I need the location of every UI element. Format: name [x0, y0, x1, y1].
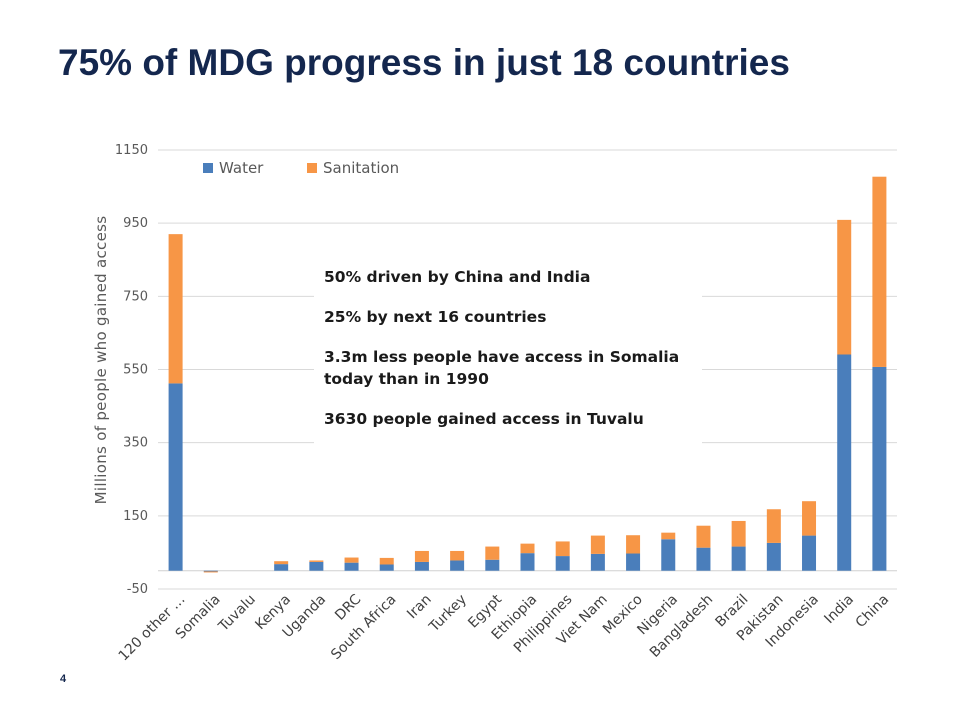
bar-sanitation-7	[414, 550, 429, 562]
bar-water-12	[590, 553, 605, 571]
bar-sanitation-20	[872, 176, 887, 367]
slide-title: 75% of MDG progress in just 18 countries	[58, 42, 790, 83]
legend-label: Water	[219, 159, 264, 177]
x-category-label: Tuvalu	[215, 592, 259, 636]
bar-water-6	[379, 564, 394, 571]
bar-water-13	[626, 553, 641, 571]
bar-sanitation-8	[450, 550, 465, 561]
bar-sanitation-5	[344, 557, 359, 563]
bar-sanitation-10	[520, 543, 535, 554]
x-category-label: South Africa	[328, 592, 399, 663]
x-category-label: Turkey	[426, 592, 470, 636]
legend: Water Sanitation	[203, 159, 399, 177]
bar-sanitation-1	[203, 571, 218, 573]
y-tick-label: 350	[123, 436, 148, 451]
bar-sanitation-18	[802, 501, 817, 536]
y-tick-label: 950	[123, 216, 148, 231]
annotation-line: 25% by next 16 countries	[324, 308, 547, 326]
legend-swatch-water	[203, 163, 213, 173]
bar-sanitation-11	[555, 541, 570, 557]
bar-sanitation-19	[837, 219, 852, 355]
bar-sanitation-14	[661, 532, 676, 540]
bar-sanitation-12	[590, 535, 605, 554]
bar-water-14	[661, 539, 676, 571]
bar-water-1	[203, 570, 218, 572]
bar-water-8	[450, 560, 465, 571]
bar-water-20	[872, 366, 887, 571]
legend-swatch-sanitation	[307, 163, 317, 173]
y-tick-label: -50	[127, 582, 148, 597]
bar-water-9	[485, 559, 500, 571]
bar-sanitation-9	[485, 546, 500, 560]
annotation-box: 50% driven by China and India 25% by nex…	[314, 256, 702, 478]
y-axis-label: Millions of people who gained access	[92, 216, 110, 505]
bar-water-16	[731, 546, 746, 571]
bar-sanitation-16	[731, 520, 746, 547]
bar-water-5	[344, 562, 359, 571]
bar-sanitation-4	[309, 560, 324, 562]
bar-sanitation-15	[696, 525, 711, 548]
bar-water-15	[696, 547, 711, 571]
bar-sanitation-13	[626, 535, 641, 554]
bar-water-10	[520, 553, 535, 571]
x-category-label: Iran	[404, 592, 435, 623]
bar-sanitation-3	[274, 561, 289, 565]
bar-water-11	[555, 556, 570, 571]
bar-water-18	[802, 535, 817, 571]
y-tick-label: 1150	[115, 143, 148, 158]
bar-water-3	[274, 564, 289, 571]
bars	[168, 176, 887, 573]
bar-sanitation-0	[168, 234, 183, 384]
bar-water-17	[766, 542, 781, 571]
y-axis-ticks: -50 150 350 550 750 950 1150	[115, 143, 148, 597]
x-category-label: China	[853, 592, 893, 632]
bar-sanitation-17	[766, 509, 781, 543]
bar-water-0	[168, 383, 183, 571]
y-tick-label: 750	[123, 289, 148, 304]
bar-water-7	[414, 561, 429, 571]
y-tick-label: 550	[123, 363, 148, 378]
annotation-line: 50% driven by China and India	[324, 268, 591, 286]
annotation-line: 3.3m less people have access in Somalia …	[324, 348, 680, 388]
y-tick-label: 150	[123, 509, 148, 524]
bar-sanitation-6	[379, 557, 394, 565]
legend-label: Sanitation	[323, 159, 399, 177]
bar-water-4	[309, 561, 324, 571]
page-number: 4	[60, 673, 67, 685]
x-category-label: India	[821, 592, 857, 628]
bar-water-19	[837, 354, 852, 571]
annotation-line: 3630 people gained access in Tuvalu	[324, 410, 644, 428]
